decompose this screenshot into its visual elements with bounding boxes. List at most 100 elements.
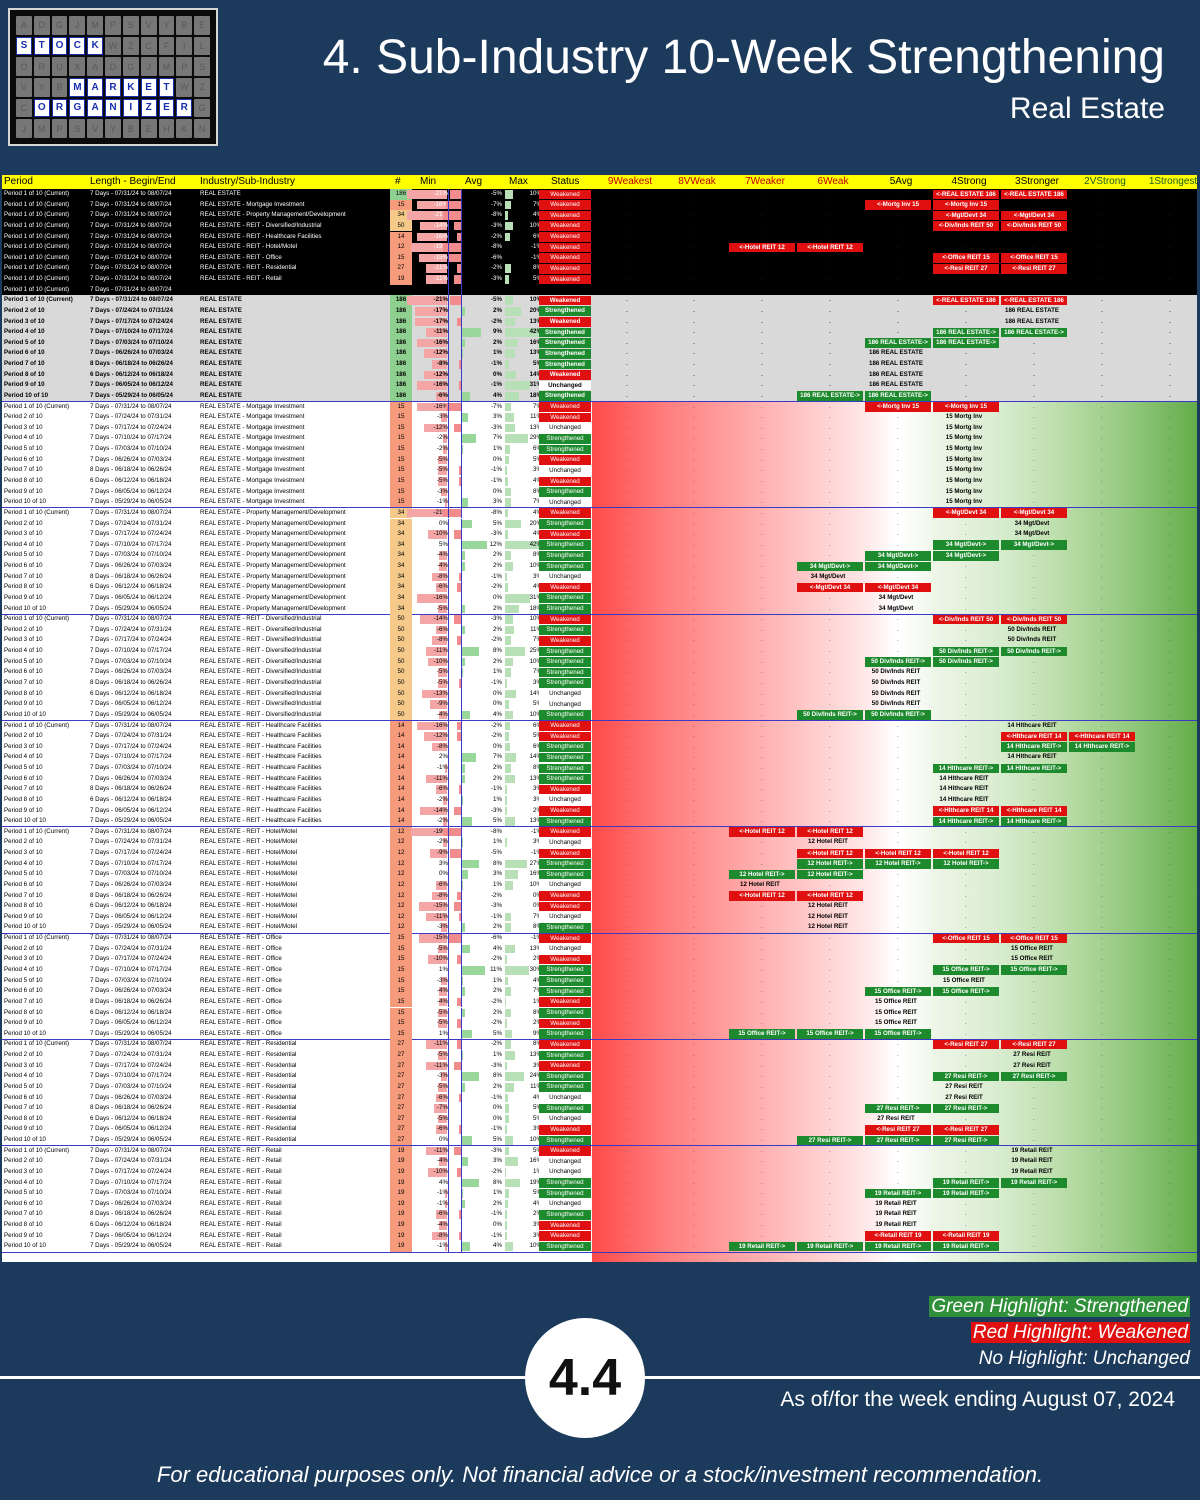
table-row: Period 7 of 10 8 Days - 06/18/24 to 06/26… [2,1103,1197,1114]
empty-tier-dot: . [761,338,763,346]
cell-period: Period 3 of 10 [4,955,43,963]
tier-tag-4strong: 27 Resi REIT [945,1082,983,1090]
axis-marker [461,390,462,402]
max-bar [505,923,512,933]
table-row: Period 10 of 10 7 Days - 05/29/24 to 06/0… [2,497,1197,508]
cell-avg: 12% [489,540,502,548]
avg-bar [461,445,464,454]
max-bar [505,955,507,964]
cell-industry: REAL ESTATE - REIT - Diversified/Industr… [200,678,322,686]
tier-tag-5avg: 186 REAL ESTATE [869,381,923,389]
empty-tier-dot: . [829,1125,831,1133]
min-bar [426,912,447,922]
cell-max: 10% [529,880,542,888]
tier-tag-5avg: 12 Hotel REIT-> [865,859,931,869]
avg-bar [461,710,470,720]
axis-marker [448,816,449,827]
empty-tier-dot: . [693,1167,695,1175]
table-row: Period 3 of 10 7 Days - 07/17/24 to 07/24… [2,741,1197,753]
avg-bar [461,413,468,422]
axis-marker [461,1071,462,1082]
avg-bar [461,1029,472,1039]
max-bar [505,742,510,752]
status-badge: Unchanged [539,380,591,391]
cell-length: 7 Days - 07/10/24 to 07/17/24 [90,1072,172,1080]
max-bar [505,774,516,784]
empty-tier-dot: . [626,1082,628,1090]
max-bar [505,1029,513,1039]
status-badge: Strengthened [539,667,591,678]
empty-tier-dot: . [761,232,763,240]
cell-max: 19% [529,1178,542,1186]
tier-tag-3stronger: 14 Hlthcare REIT [1007,232,1057,240]
max-bar [505,615,513,624]
tier-tag-6weak: 12 Hotel REIT [808,923,848,931]
axis-marker [461,592,462,604]
axis-marker [461,1060,462,1072]
empty-tier-dot: . [761,859,763,867]
tier-tag-3stronger: 27 Resi REIT [1013,1061,1051,1069]
cell-max: 8% [533,551,542,559]
table-row: Period 5 of 10 7 Days - 07/03/24 to 07/10… [2,337,1197,349]
tier-tag-2vstrong: 14 Hlthcare REIT-> [1069,742,1135,752]
cell-industry: REAL ESTATE [200,360,242,368]
avg-bar [461,987,466,996]
empty-tier-dot: . [693,1210,695,1218]
cell-period: Period 10 of 10 [4,710,46,718]
cell-max: 10% [529,615,542,623]
cell-period: Period 4 of 10 [4,647,43,655]
cell-length: 7 Days - 07/17/24 to 07/24/24 [90,955,172,963]
avg-bar [458,1210,461,1220]
cell-max: 27% [529,859,542,867]
status-badge: Strengthened [539,327,591,338]
cell-min: -1% [436,1189,448,1197]
cell-avg: 2% [493,338,502,346]
empty-tier-dot: . [965,923,967,931]
max-bar [505,572,508,582]
empty-tier-dot: . [761,466,763,474]
status-badge: Unchanged [539,465,591,476]
cell-max: 7% [533,402,542,410]
table-row: Period 9 of 10 7 Days - 06/05/24 to 06/12… [2,1018,1197,1029]
axis-marker [461,699,462,710]
table-row: Period 1 of 10 (Current) 7 Days - 07/31/2… [2,263,1197,275]
max-bar [505,519,521,529]
empty-tier-dot: . [626,1104,628,1112]
cell-count: 27 [390,263,412,274]
cell-period: Period 10 of 10 [4,1136,46,1144]
cell-length: 7 Days - 07/31/24 to 08/07/24 [90,253,172,261]
empty-tier-dot: . [1101,1072,1103,1080]
status-badge: Strengthened [539,774,591,784]
page-title: 4. Sub-Industry 10-Week Strengthening [322,31,1165,84]
cell-avg: -3% [490,1146,502,1154]
axis-marker [461,624,462,636]
max-bar [505,987,511,996]
tier-tag-7weaker: 12 Hotel REIT-> [729,869,795,880]
empty-tier-dot: . [626,880,628,888]
table-row: Period 7 of 10 8 Days - 06/18/24 to 06/26… [2,677,1197,689]
empty-tier-dot: . [1101,583,1103,591]
empty-tier-dot: . [1169,753,1171,761]
empty-tier-dot: . [1101,1125,1103,1133]
empty-tier-dot: . [1033,1008,1035,1016]
table-row: Period 9 of 10 7 Days - 06/05/24 to 06/12… [2,1230,1197,1242]
tier-tag-4strong: 14 Hlthcare REIT-> [933,763,999,774]
empty-tier-dot: . [1101,849,1103,857]
cell-industry: REAL ESTATE - REIT - Diversified/Industr… [200,625,322,633]
empty-tier-dot: . [829,434,831,442]
cell-industry: REAL ESTATE - REIT - Hotel/Motel [200,859,298,867]
cell-period: Period 3 of 10 [4,636,43,644]
empty-tier-dot: . [965,275,967,283]
table-row: Period 1 of 10 (Current) 7 Days - 07/31/2… [2,210,1197,221]
empty-tier-dot: . [693,764,695,772]
tier-tag-5avg: <-Mgt/Devt 34 [865,582,931,593]
empty-tier-dot: . [829,1104,831,1112]
cell-avg: 8% [493,859,502,867]
avg-bar [458,466,461,475]
axis-marker [448,677,449,689]
cell-count: 19 [390,1145,412,1157]
avg-bar [456,891,461,901]
legend-weakened-label: Red Highlight: Weakened [970,1322,1190,1343]
cell-period: Period 6 of 10 [4,774,43,782]
logo-letter: O [33,98,50,118]
